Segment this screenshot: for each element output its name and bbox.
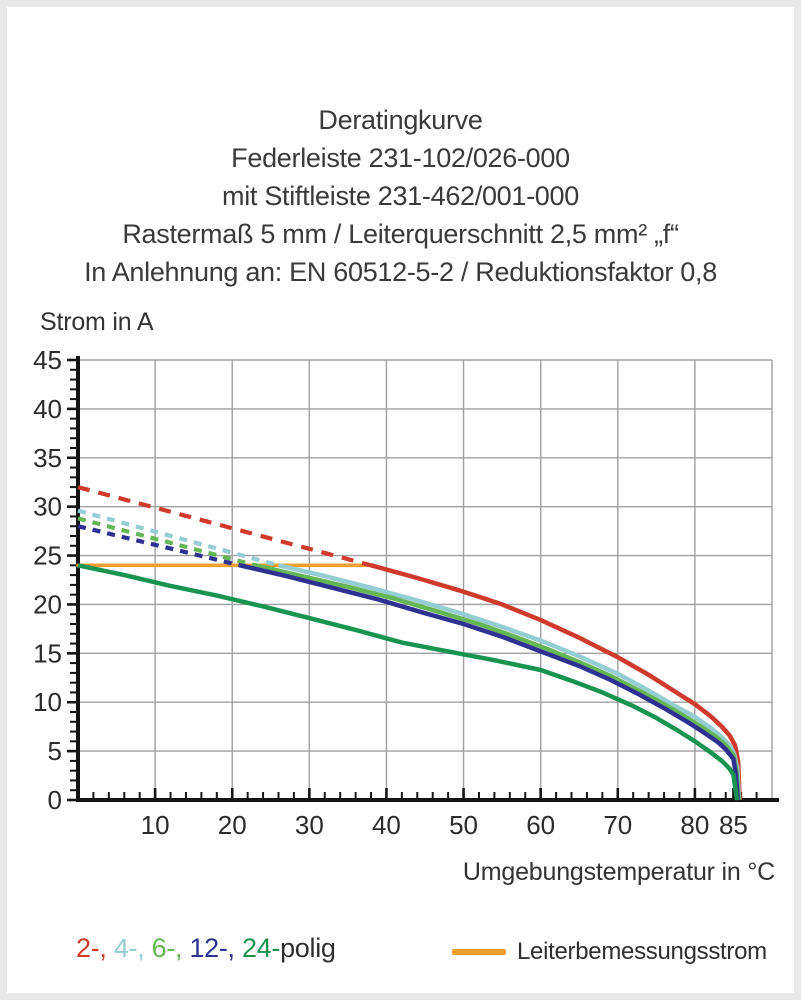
curve-6-polig-dashed bbox=[77, 516, 256, 568]
series-curves bbox=[77, 485, 742, 801]
axes bbox=[76, 356, 779, 802]
svg-text:30: 30 bbox=[33, 492, 62, 522]
legend-item-24-polig: 24- bbox=[241, 933, 281, 963]
svg-text:35: 35 bbox=[33, 443, 62, 473]
svg-text:0: 0 bbox=[48, 785, 62, 815]
curve-6-polig bbox=[254, 563, 741, 801]
rated-current-line-swatch bbox=[452, 949, 506, 955]
curve-2-polig-dashed bbox=[77, 485, 372, 568]
svg-text:60: 60 bbox=[526, 810, 555, 840]
axis-ticks bbox=[67, 358, 758, 802]
svg-text:70: 70 bbox=[603, 810, 632, 840]
svg-text:25: 25 bbox=[33, 541, 62, 571]
y-axis-title: Strom in A bbox=[40, 308, 154, 336]
title-line-2: Federleiste 231-102/026-000 bbox=[231, 143, 570, 173]
curve-12-polig bbox=[239, 563, 741, 801]
svg-text:15: 15 bbox=[33, 638, 62, 668]
legend-suffix: polig bbox=[280, 933, 336, 963]
legend-item-2-polig: 2-, bbox=[76, 933, 107, 963]
svg-text:30: 30 bbox=[295, 810, 324, 840]
svg-text:85: 85 bbox=[719, 810, 748, 840]
legend-item-6-polig: 6-, bbox=[151, 933, 183, 963]
curve-4-polig bbox=[277, 563, 742, 801]
svg-text:40: 40 bbox=[33, 394, 62, 424]
chart-title-block: Deratingkurve Federleiste 231-102/026-00… bbox=[0, 101, 801, 291]
svg-text:20: 20 bbox=[218, 810, 247, 840]
svg-text:10: 10 bbox=[33, 687, 62, 717]
curve-24-polig bbox=[77, 563, 740, 801]
title-line-3: mit Stiftleiste 231-462/001-000 bbox=[222, 181, 579, 211]
pole-count-legend: 2-, 4-, 6-, 12-, 24-polig bbox=[76, 933, 336, 964]
svg-text:20: 20 bbox=[33, 589, 62, 619]
tick-labels: 10 20 30 40 50 60 70 80 85 0 5 10 15 20 25 30 35 40 45 bbox=[33, 345, 748, 840]
legend-item-4-polig: 4-, bbox=[113, 933, 145, 963]
title-line-1: Deratingkurve bbox=[318, 105, 483, 135]
rated-current-legend: Leiterbemessungsstrom bbox=[452, 938, 767, 966]
x-axis-title: Umgebungstemperatur in °C bbox=[462, 858, 775, 886]
svg-text:50: 50 bbox=[449, 810, 478, 840]
svg-text:45: 45 bbox=[33, 345, 62, 375]
svg-text:5: 5 bbox=[48, 736, 62, 766]
svg-text:80: 80 bbox=[680, 810, 709, 840]
title-line-5: In Anlehnung an: EN 60512-5-2 / Reduktio… bbox=[84, 257, 717, 287]
curve-4-polig-dashed bbox=[77, 508, 280, 568]
title-line-4: Rastermaß 5 mm / Leiterquerschnitt 2,5 m… bbox=[122, 219, 679, 249]
legend-item-12-polig: 12-, bbox=[189, 933, 235, 963]
rated-current-label: Leiterbemessungsstrom bbox=[517, 938, 767, 965]
curve-12-polig-dashed bbox=[77, 524, 241, 568]
curve-2-polig bbox=[370, 563, 742, 801]
svg-text:10: 10 bbox=[141, 810, 170, 840]
svg-text:40: 40 bbox=[372, 810, 401, 840]
